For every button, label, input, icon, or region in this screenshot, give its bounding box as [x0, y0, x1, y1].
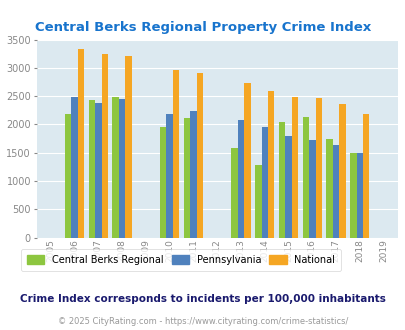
Text: © 2025 CityRating.com - https://www.cityrating.com/crime-statistics/: © 2025 CityRating.com - https://www.city… [58, 317, 347, 326]
Bar [308, 140, 315, 238]
Text: Central Berks Regional Property Crime Index: Central Berks Regional Property Crime In… [35, 21, 370, 34]
Bar [173, 70, 179, 238]
Bar [78, 49, 84, 238]
Bar [95, 103, 101, 238]
Bar [315, 98, 321, 238]
Bar [326, 139, 332, 238]
Bar [119, 99, 125, 238]
Bar [166, 114, 173, 238]
Legend: Central Berks Regional, Pennsylvania, National: Central Berks Regional, Pennsylvania, Na… [21, 249, 340, 271]
Bar [125, 56, 132, 238]
Bar [291, 97, 297, 238]
Bar [89, 100, 95, 238]
Bar [231, 148, 237, 238]
Bar [71, 97, 78, 238]
Bar [302, 116, 308, 238]
Bar [183, 118, 190, 238]
Bar [285, 136, 291, 238]
Bar [339, 104, 345, 238]
Bar [278, 122, 285, 238]
Bar [362, 114, 369, 238]
Bar [196, 73, 202, 238]
Bar [243, 83, 250, 238]
Bar [101, 54, 108, 238]
Bar [112, 97, 119, 238]
Bar [237, 120, 243, 238]
Text: Crime Index corresponds to incidents per 100,000 inhabitants: Crime Index corresponds to incidents per… [20, 294, 385, 304]
Bar [356, 153, 362, 238]
Bar [65, 114, 71, 238]
Bar [160, 127, 166, 238]
Bar [261, 127, 267, 238]
Bar [190, 111, 196, 238]
Bar [267, 90, 274, 238]
Bar [254, 165, 261, 238]
Bar [350, 153, 356, 238]
Bar [332, 145, 339, 238]
